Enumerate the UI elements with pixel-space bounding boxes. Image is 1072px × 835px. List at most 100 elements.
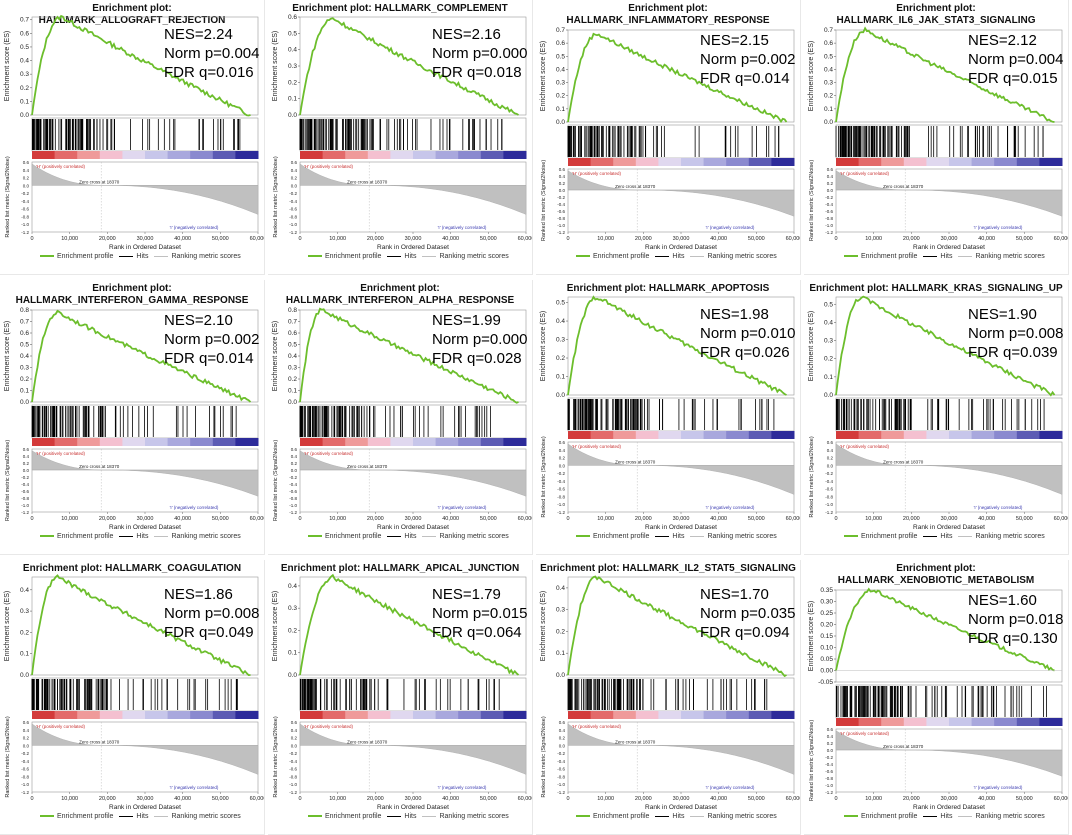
- legend-swatch: [308, 815, 322, 818]
- es-tick-label: 0.0: [824, 392, 833, 399]
- legend-swatch: [119, 255, 134, 257]
- metric-tick-label: -0.6: [825, 209, 833, 214]
- legend-swatch: [308, 535, 322, 538]
- rank-color-segment: [413, 711, 437, 719]
- legend-swatch: [119, 815, 134, 817]
- es-tick-label: 0.5: [20, 44, 29, 51]
- nes-value: NES=1.99: [432, 312, 501, 329]
- metric-tick-label: 0.2: [827, 741, 834, 746]
- legend-item: Ranking metric scores: [690, 253, 777, 260]
- legend-label: Enrichment profile: [325, 813, 382, 820]
- rank-color-segment: [435, 711, 459, 719]
- metric-tick-label: -0.6: [21, 489, 29, 494]
- legend-item: Enrichment profile: [844, 813, 917, 820]
- es-plot-area: [567, 296, 795, 396]
- legend-item: Enrichment profile: [40, 533, 113, 540]
- es-tick-label: 0.3: [556, 80, 565, 87]
- x-tick-label: 30,000: [137, 236, 154, 242]
- es-tick-label: 0.4: [20, 587, 29, 594]
- rank-color-segment: [54, 438, 78, 446]
- gsea-chart: 0.7 0.6 0.5 0.4 0.3 0.2 0.1 0.0 Enrichment score…: [808, 26, 1068, 251]
- plot-title: Enrichment plot: HALLMARK_COMPLEMENT: [292, 3, 508, 14]
- es-tick-label: 0.4: [556, 66, 565, 73]
- x-tick-label: 10,000: [61, 236, 78, 242]
- x-tick-label: 60,000: [250, 796, 264, 802]
- es-tick-label: 0.00: [820, 668, 833, 675]
- x-tick-label: 0: [566, 796, 569, 802]
- metric-tick-label: 0.2: [559, 456, 566, 461]
- rank-color-segment: [167, 711, 191, 719]
- es-tick-label: 0.35: [820, 587, 833, 594]
- nes-value: NES=1.90: [968, 306, 1037, 323]
- x-tick-label: 10,000: [597, 796, 614, 802]
- metric-tick-label: -0.6: [825, 769, 833, 774]
- legend: Enrichment profile Hits Ranking metric sco…: [576, 253, 777, 260]
- legend-label: Enrichment profile: [593, 253, 650, 260]
- x-tick-label: 50,000: [212, 516, 229, 522]
- x-tick-label: 20,000: [99, 236, 116, 242]
- negative-correlated-label: 'I' (negatively correlated): [170, 785, 219, 790]
- es-tick-label: 0.3: [556, 607, 565, 614]
- metric-tick-label: 0.4: [559, 728, 566, 733]
- metric-tick-label: -0.6: [21, 767, 29, 772]
- metric-tick-label: 0.6: [559, 167, 566, 172]
- legend-swatch: [690, 535, 705, 537]
- x-tick-label: 50,000: [212, 236, 229, 242]
- es-tick-label: 0.4: [288, 353, 297, 360]
- metric-tick-label: -0.2: [557, 471, 565, 476]
- norm-p-value: Norm p=0.000: [432, 331, 528, 348]
- negative-correlated-label: 'I' (negatively correlated): [438, 785, 487, 790]
- x-tick-label: 30,000: [405, 796, 422, 802]
- positive-correlated-label: 'H' (positively correlated): [840, 171, 889, 176]
- ranking-metric-area: [31, 163, 259, 215]
- rank-color-segment: [590, 158, 614, 166]
- metric-tick-label: 0.0: [559, 188, 566, 193]
- metric-tick-label: 0.6: [23, 720, 30, 725]
- x-tick-label: 60,000: [786, 236, 800, 242]
- legend-label: Ranking metric scores: [975, 533, 1045, 540]
- enrichment-profile-line: [299, 17, 519, 116]
- rank-color-segment: [300, 711, 324, 719]
- x-tick-label: 0: [298, 236, 301, 242]
- metric-tick-label: -0.4: [289, 482, 297, 487]
- metric-tick-label: -0.6: [557, 487, 565, 492]
- metric-tick-label: -0.4: [289, 199, 297, 204]
- positive-correlated-label: 'H' (positively correlated): [304, 724, 353, 729]
- rank-color-segment: [145, 151, 169, 159]
- legend-label: Hits: [404, 813, 417, 820]
- es-tick-label: 0.4: [288, 47, 297, 54]
- x-tick-label: 30,000: [673, 796, 690, 802]
- legend-label: Hits: [404, 533, 417, 540]
- es-tick-label: 0.0: [556, 119, 565, 126]
- legend-swatch: [308, 255, 322, 258]
- x-tick-label: 60,000: [786, 796, 800, 802]
- x-axis-label: Rank in Ordered Dataset: [109, 524, 181, 531]
- legend-item: Ranking metric scores: [690, 813, 777, 820]
- ranking-metric-area: [835, 730, 1063, 777]
- es-axis-label: Enrichment score (ES): [540, 311, 547, 381]
- metric-tick-label: 0.6: [827, 727, 834, 732]
- legend-item: Hits: [655, 813, 684, 820]
- legend-item: Hits: [923, 533, 952, 540]
- rank-color-segment: [503, 438, 527, 446]
- legend-label: Hits: [940, 813, 953, 820]
- metric-tick-label: -0.2: [289, 475, 297, 480]
- es-axis-label: Enrichment score (ES): [808, 601, 815, 671]
- norm-p-value: Norm p=0.010: [700, 325, 796, 342]
- rank-color-segment: [190, 711, 214, 719]
- norm-p-value: Norm p=0.008: [968, 325, 1064, 342]
- x-tick-label: 60,000: [518, 236, 532, 242]
- es-tick-label: 0.2: [556, 628, 565, 635]
- legend-item: Ranking metric scores: [958, 813, 1045, 820]
- rank-color-segment: [345, 711, 369, 719]
- metric-tick-label: -1.0: [289, 503, 297, 508]
- es-tick-label: 0.4: [556, 318, 565, 325]
- x-tick-label: 50,000: [480, 516, 497, 522]
- metric-tick-label: 0.0: [559, 743, 566, 748]
- metric-tick-label: 0.4: [291, 454, 298, 459]
- x-axis-label: Rank in Ordered Dataset: [377, 524, 449, 531]
- es-axis-label: Enrichment score (ES): [272, 31, 279, 101]
- es-tick-label: 0.30: [820, 599, 833, 606]
- rank-color-segment: [771, 711, 795, 719]
- es-tick-label: 0.5: [824, 53, 833, 60]
